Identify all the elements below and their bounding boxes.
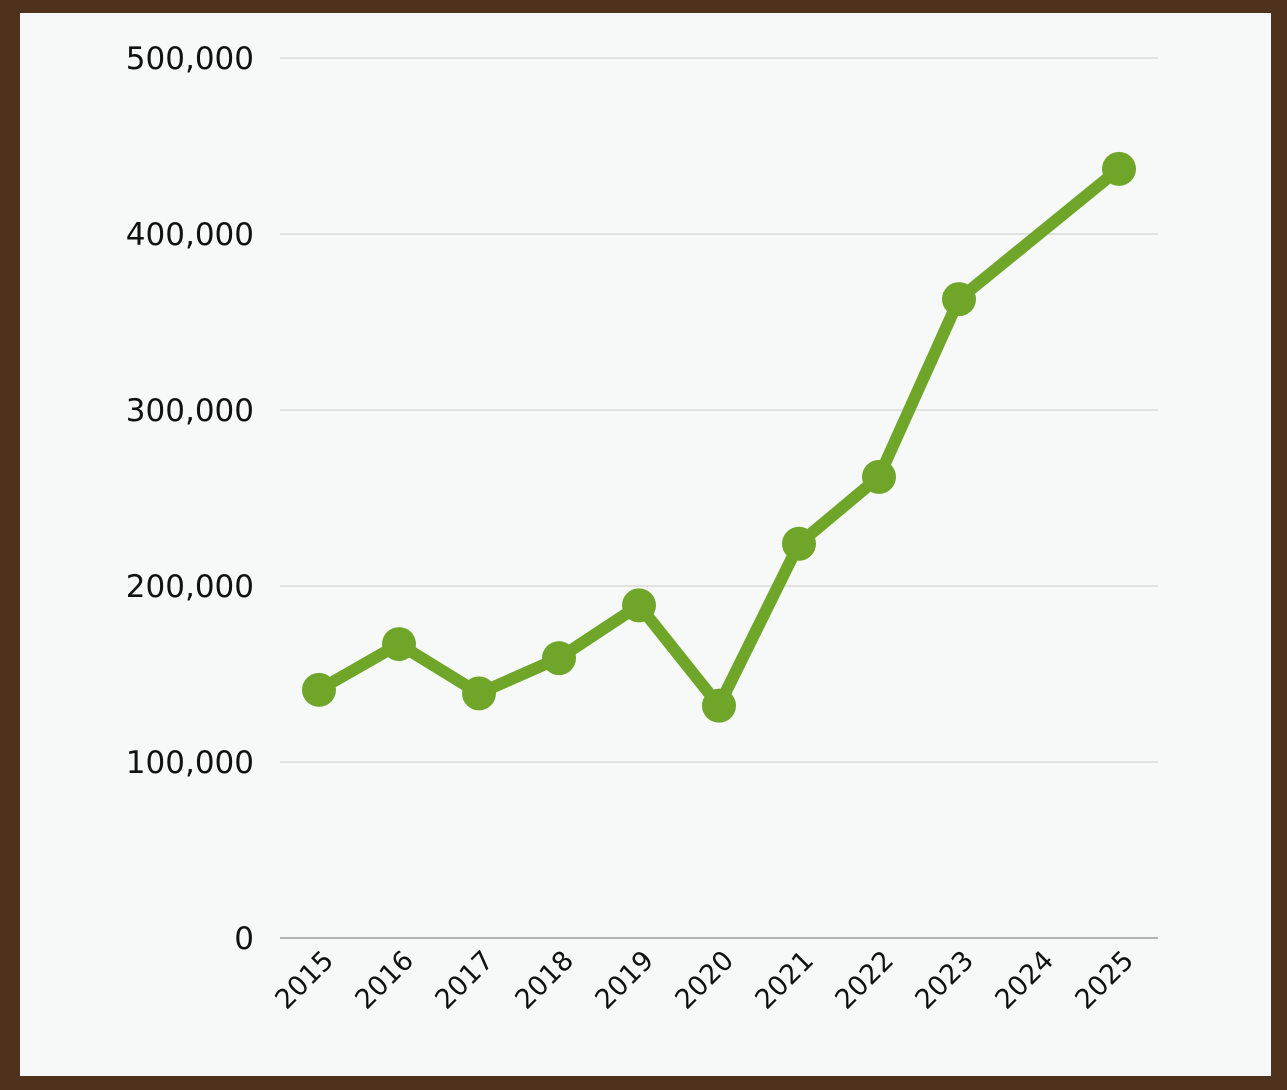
x-tick-label: 2018 (509, 945, 580, 1016)
data-point (862, 459, 896, 494)
y-tick-label: 300,000 (126, 393, 254, 429)
data-point (542, 641, 576, 676)
x-tick-label: 2023 (909, 945, 980, 1016)
x-tick-label: 2017 (429, 945, 500, 1016)
data-point (942, 282, 976, 317)
x-tick-label: 2016 (349, 945, 420, 1016)
x-tick-label: 2024 (989, 945, 1060, 1016)
x-axis: 2015 2016 2017 2018 2019 2020 2021 2022 2023 2024… (269, 945, 1140, 1016)
data-point (462, 676, 496, 711)
x-tick-label: 2025 (1069, 945, 1140, 1016)
y-tick-label: 200,000 (126, 569, 254, 605)
data-point (1102, 151, 1136, 186)
y-tick-label: 400,000 (126, 217, 254, 253)
data-point (382, 627, 416, 662)
data-point (702, 688, 736, 723)
x-tick-label: 2020 (669, 945, 740, 1016)
chart-frame (20, 13, 1271, 1076)
y-tick-label: 0 (234, 921, 254, 957)
series-line (313, 162, 1125, 712)
y-tick-label: 500,000 (126, 41, 254, 77)
x-tick-label: 2021 (749, 945, 820, 1016)
x-tick-label: 2019 (589, 945, 660, 1016)
data-point (782, 526, 816, 561)
x-tick-label: 2015 (269, 945, 340, 1016)
y-tick-label: 100,000 (126, 745, 254, 781)
data-point (302, 672, 336, 707)
x-tick-label: 2022 (829, 945, 900, 1016)
data-series (302, 151, 1136, 723)
grid-lines (280, 57, 1158, 939)
data-point (622, 588, 656, 623)
y-axis: 0 100,000 200,000 300,000 400,000 500,000 (126, 41, 254, 957)
